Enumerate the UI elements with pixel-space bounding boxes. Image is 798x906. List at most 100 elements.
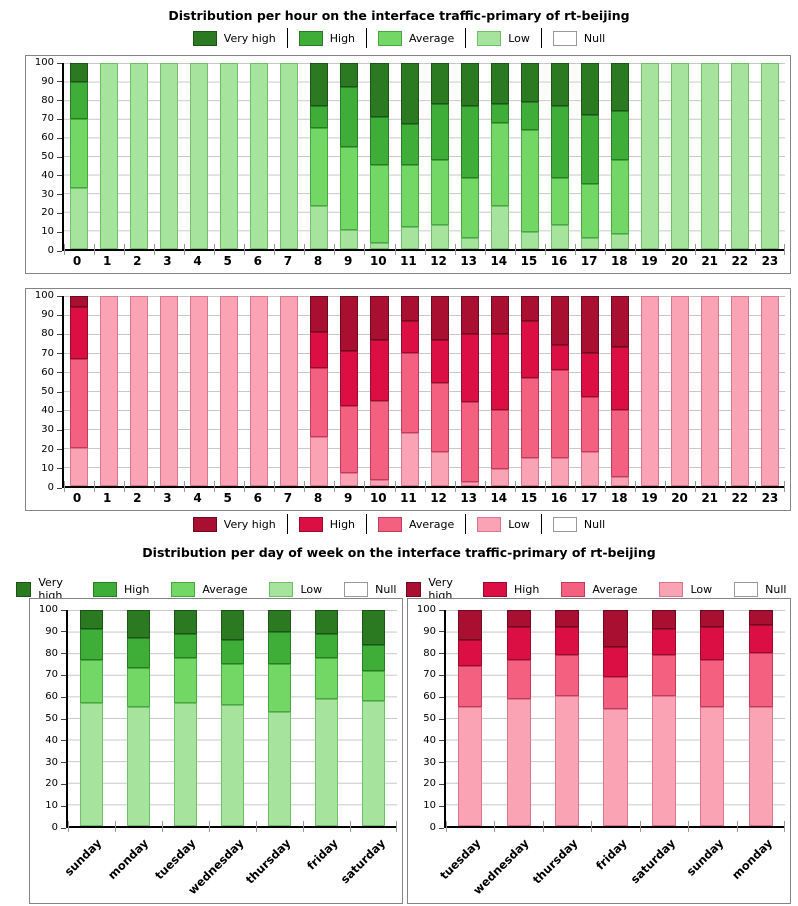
legend-item-average: Average bbox=[367, 30, 465, 46]
legend-item-null: Null bbox=[542, 30, 616, 46]
bar-slot-8 bbox=[304, 296, 334, 492]
y-tick-value: 90 bbox=[41, 75, 54, 87]
bar-segment-high bbox=[610, 111, 629, 160]
legend-label: High bbox=[329, 517, 356, 531]
bar-slot-2 bbox=[124, 63, 154, 255]
stacked-bar-10 bbox=[370, 296, 389, 486]
bar-slot-8 bbox=[304, 63, 334, 255]
y-tick-value: 30 bbox=[45, 756, 58, 768]
bar-slot-7 bbox=[274, 63, 304, 255]
stacked-bar-16 bbox=[550, 63, 569, 249]
hourly-red-legend: Very high High Average Low Null bbox=[0, 514, 798, 534]
bar-segment-average bbox=[610, 410, 629, 477]
x-axis: 0 1 2 3 4 5 6 7 8 9 10 11 12 13 14 15 16 17 18 19 20 21 22 23 bbox=[62, 491, 785, 507]
bar-segment-low bbox=[430, 224, 449, 249]
stacked-bar-13 bbox=[460, 63, 479, 249]
y-tick-value: 0 bbox=[47, 482, 54, 493]
bar-segment-low bbox=[100, 63, 119, 249]
legend-label: Very high bbox=[223, 517, 276, 531]
bar-slot-monday bbox=[736, 610, 785, 832]
x-axis-label: 14 bbox=[490, 254, 508, 268]
y-axis-label: 20 bbox=[423, 779, 444, 789]
x-axis-label: 5 bbox=[223, 491, 232, 505]
legend-item-null: Null bbox=[723, 581, 797, 597]
stacked-bar-16 bbox=[550, 296, 569, 486]
bar-segment-average bbox=[310, 128, 329, 207]
hourly-red-chart: 0 10 20 30 40 50 60 70 80 90 100 0 1 2 3 4 5 6 7 8 9 10 11 12 13… bbox=[25, 288, 791, 511]
legend-label: Null bbox=[375, 582, 397, 596]
bar-segment-very_high bbox=[310, 63, 329, 106]
bar-slot-monday bbox=[115, 610, 162, 832]
y-axis-label: 60 bbox=[45, 692, 66, 702]
plot-area bbox=[62, 63, 785, 255]
bar-segment-low bbox=[361, 700, 386, 826]
high-swatch-icon bbox=[298, 30, 323, 46]
y-axis-label: 0 bbox=[52, 823, 66, 833]
bar-segment-low bbox=[280, 296, 299, 486]
y-tick-value: 10 bbox=[423, 800, 436, 812]
bar-slot-22 bbox=[725, 63, 755, 255]
bar-slot-13 bbox=[454, 63, 485, 255]
x-axis-label-cell: thursday bbox=[530, 830, 590, 903]
y-tick-value: 10 bbox=[41, 462, 54, 474]
y-tick-mark bbox=[439, 762, 444, 764]
bar-segment-low bbox=[160, 63, 179, 249]
null-swatch-icon bbox=[552, 516, 577, 532]
y-tick-value: 70 bbox=[45, 669, 58, 681]
bar-slot-12 bbox=[424, 63, 455, 255]
hourly-green-legend: Very high High Average Low Null bbox=[0, 28, 798, 48]
y-tick-value: 0 bbox=[47, 245, 54, 256]
stacked-bar-23 bbox=[761, 63, 780, 249]
bar-segment-high bbox=[610, 347, 629, 410]
y-tick-value: 50 bbox=[41, 386, 54, 397]
bar-segment-high bbox=[310, 105, 329, 129]
bar-slot-10 bbox=[364, 63, 394, 255]
y-tick-mark bbox=[439, 653, 444, 655]
x-axis-label: 3 bbox=[163, 254, 172, 268]
y-axis-label: 10 bbox=[45, 801, 66, 811]
bar-segment-average bbox=[460, 178, 479, 238]
bar-segment-low bbox=[761, 296, 780, 486]
bar-segment-low bbox=[761, 63, 780, 249]
y-tick-mark bbox=[61, 696, 66, 698]
y-tick-value: 80 bbox=[41, 328, 54, 340]
bar-segment-average bbox=[748, 653, 773, 708]
bar-segment-average bbox=[490, 410, 509, 469]
bar-segment-very_high bbox=[490, 63, 509, 104]
x-axis-label: sunday bbox=[61, 836, 105, 879]
bar-slot-sunday bbox=[688, 610, 736, 832]
y-axis-label: 0 bbox=[430, 823, 444, 833]
y-axis-label: 20 bbox=[41, 444, 62, 455]
y-tick-mark bbox=[57, 100, 62, 102]
bar-slot-17 bbox=[574, 63, 605, 255]
bar-slot-tuesday bbox=[162, 610, 209, 832]
y-tick-value: 70 bbox=[423, 669, 436, 681]
x-axis-label-cell: sunday bbox=[684, 830, 737, 903]
bar-segment-very_high bbox=[370, 296, 389, 340]
bar-slot-15 bbox=[514, 63, 545, 255]
bars-container bbox=[64, 296, 785, 492]
y-axis-label: 100 bbox=[35, 291, 62, 301]
y-tick-value: 0 bbox=[51, 822, 58, 833]
y-axis-label: 10 bbox=[41, 227, 62, 237]
y-tick-value: 50 bbox=[45, 713, 58, 724]
bar-segment-high bbox=[220, 640, 245, 665]
y-axis-label: 80 bbox=[41, 329, 62, 339]
y-axis-label: 80 bbox=[423, 648, 444, 659]
bar-segment-high bbox=[370, 339, 389, 401]
y-tick-mark bbox=[57, 487, 62, 489]
stacked-bar-8 bbox=[310, 296, 329, 486]
y-axis-label: 0 bbox=[48, 246, 62, 256]
bar-slot-0 bbox=[64, 63, 94, 255]
bar-slot-19 bbox=[634, 296, 665, 492]
y-axis-label: 70 bbox=[41, 114, 62, 124]
bar-segment-average bbox=[220, 664, 245, 706]
bar-slot-13 bbox=[454, 296, 485, 492]
y-tick-value: 10 bbox=[41, 226, 54, 238]
bar-slot-3 bbox=[154, 63, 184, 255]
y-tick-mark bbox=[57, 429, 62, 431]
legend-label: Null bbox=[583, 31, 606, 45]
y-tick-value: 40 bbox=[423, 734, 436, 746]
bar-slot-tuesday bbox=[446, 610, 494, 832]
stacked-bar-0 bbox=[70, 296, 89, 486]
